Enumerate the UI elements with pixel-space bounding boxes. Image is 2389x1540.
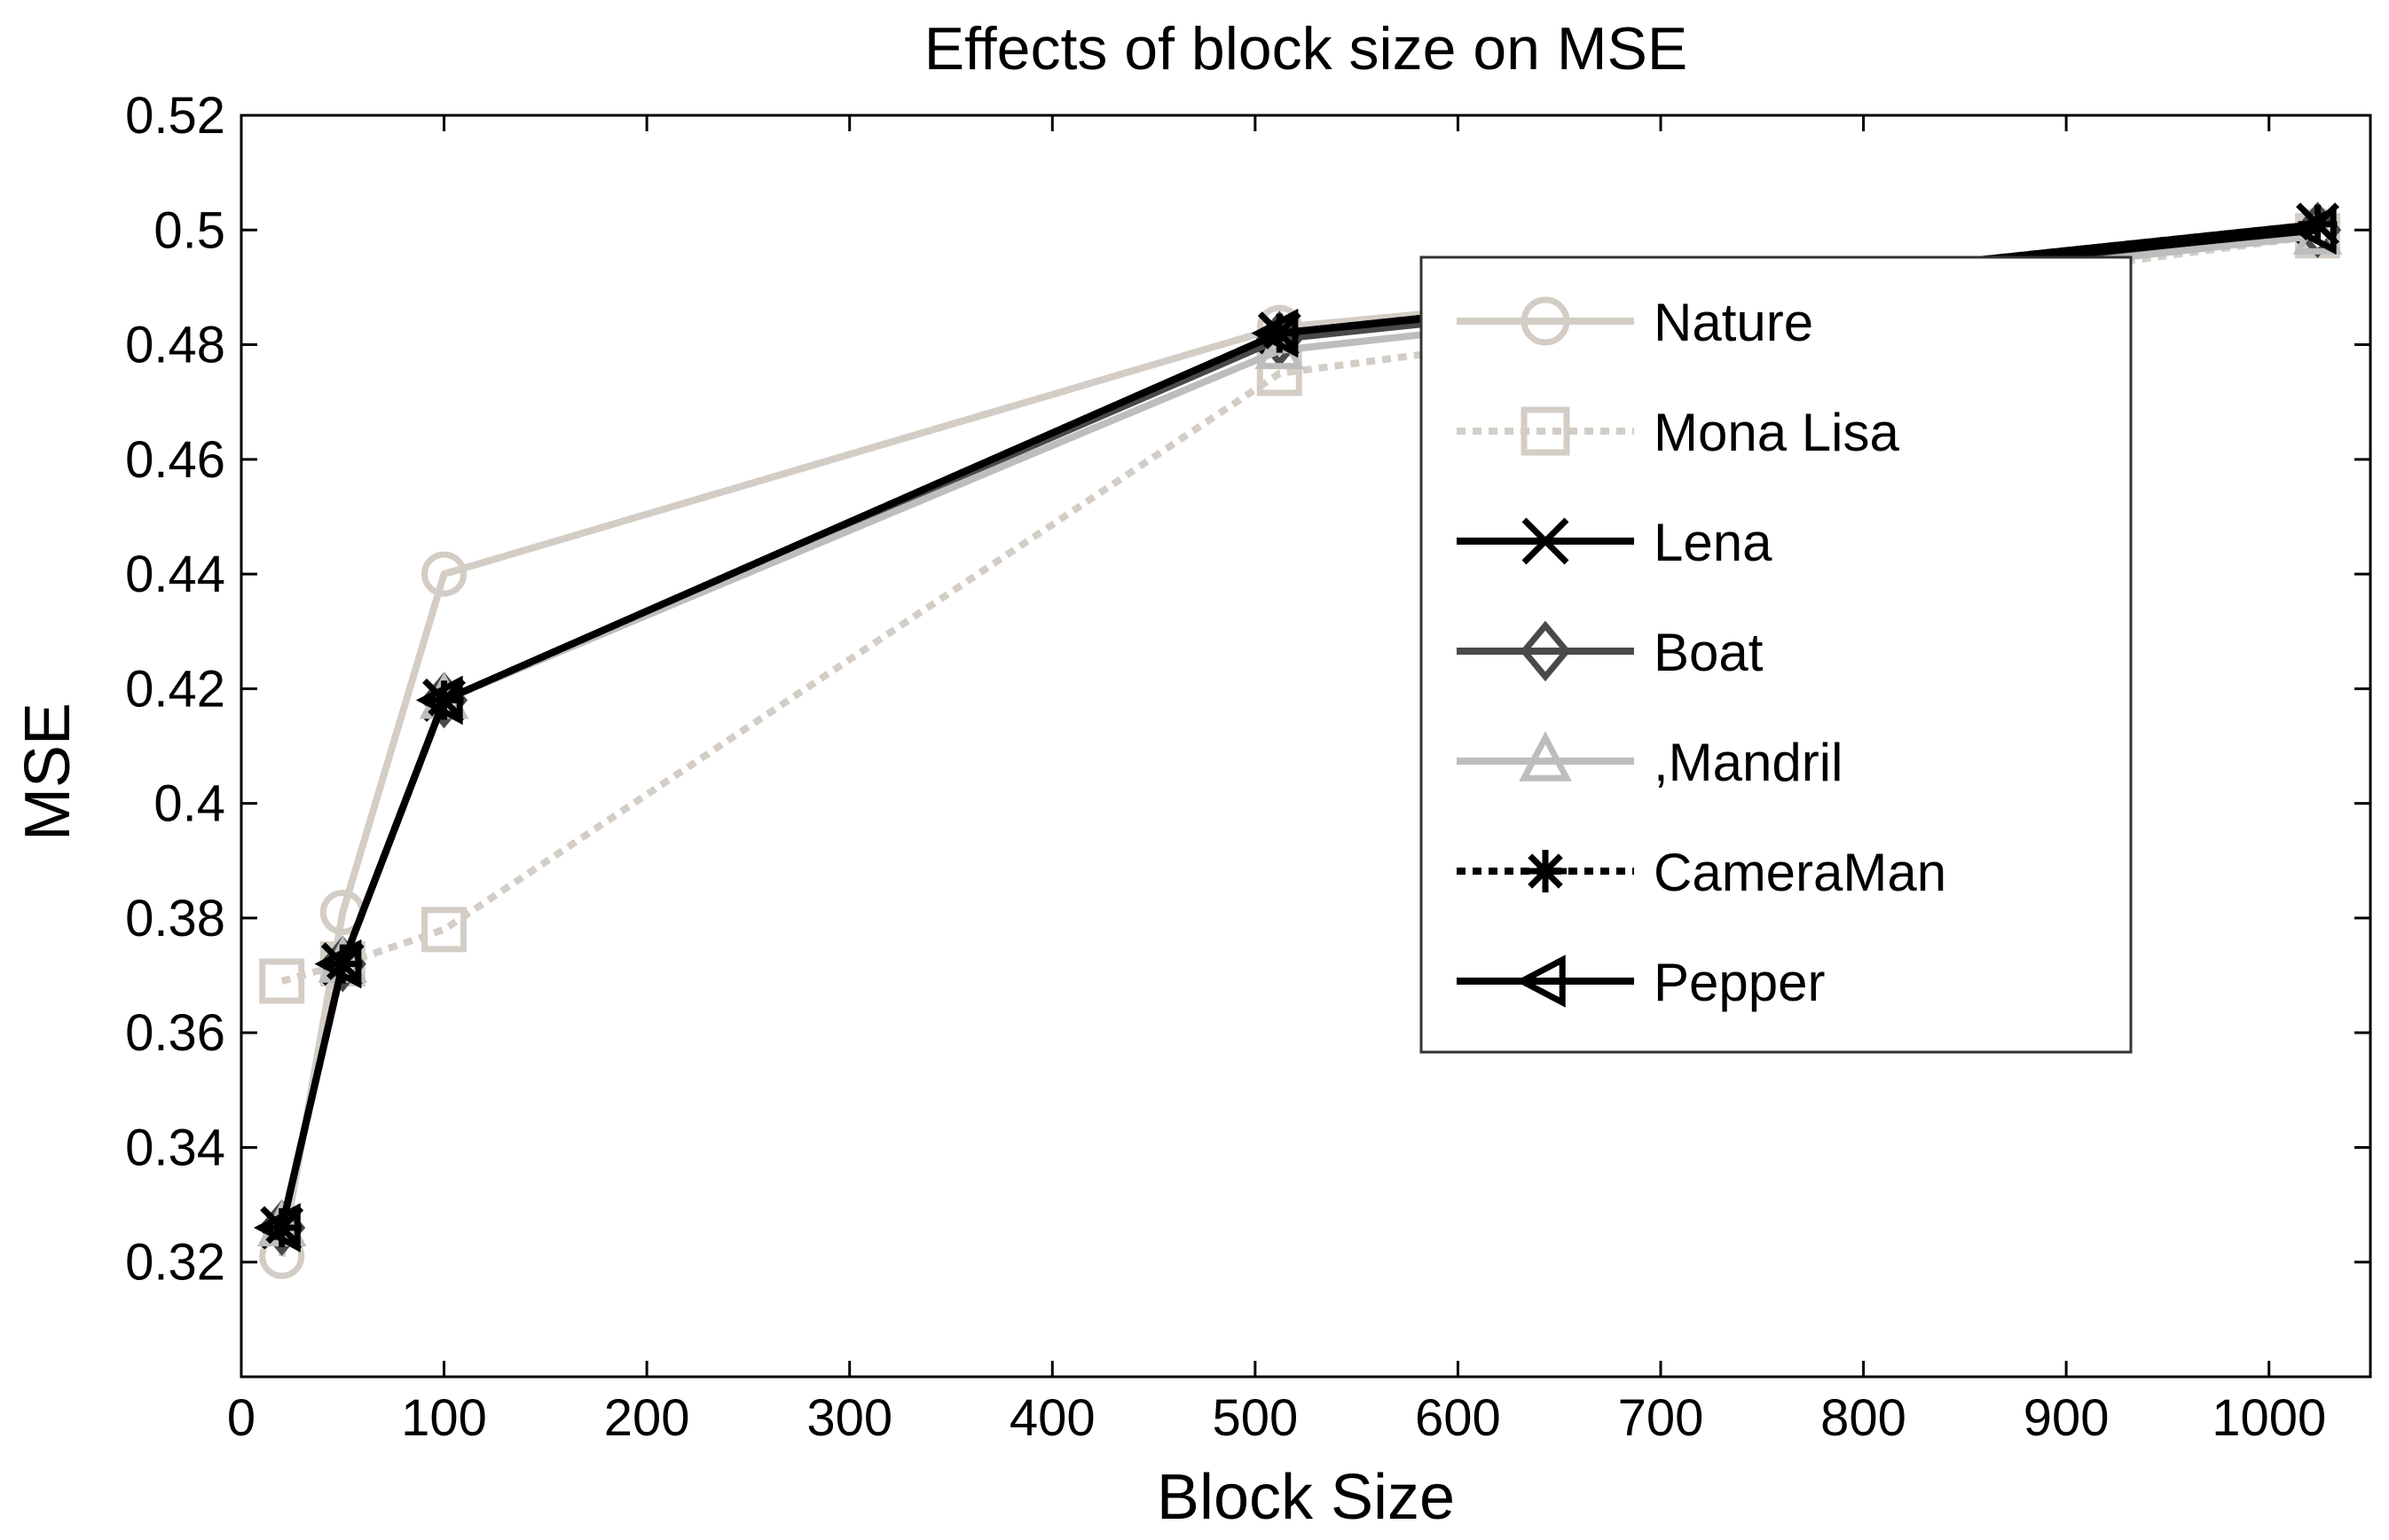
x-tick-label: 800 <box>1820 1389 1906 1447</box>
x-tick-label: 300 <box>806 1389 892 1447</box>
data-point-marker <box>314 939 362 989</box>
legend-marker <box>1519 731 1572 782</box>
data-point-marker <box>421 907 468 953</box>
x-tick-label: 0 <box>227 1389 255 1447</box>
legend-label: Nature <box>1654 293 1813 352</box>
x-tick-label: 400 <box>1010 1389 1096 1447</box>
x-tick-label: 700 <box>1618 1389 1704 1447</box>
legend-marker <box>1515 955 1566 1008</box>
axis-ticks: 0 100 200 300 400 500 600 700 800 900 1000 0.32 0.34… <box>125 87 2370 1447</box>
legend-label: CameraMan <box>1654 843 1946 902</box>
x-tick-label: 100 <box>401 1389 487 1447</box>
legend-marker <box>1521 296 1570 346</box>
y-tick-label: 0.48 <box>125 317 225 374</box>
data-point-marker <box>253 1203 301 1253</box>
legend-label: ,Mandril <box>1654 733 1843 792</box>
y-tick-label: 0.38 <box>125 890 225 947</box>
data-point-marker <box>262 1207 302 1247</box>
legend-marker <box>1524 850 1567 892</box>
x-tick-label: 200 <box>604 1389 690 1447</box>
data-point-marker <box>415 675 463 726</box>
x-tick-label: 600 <box>1415 1389 1501 1447</box>
x-tick-label: 500 <box>1212 1389 1298 1447</box>
y-tick-label: 0.4 <box>153 775 225 833</box>
data-point-marker <box>2298 204 2338 244</box>
legend-item: Nature <box>1457 293 1813 352</box>
legend-marker <box>1521 517 1569 565</box>
x-tick-label: 900 <box>2024 1389 2110 1447</box>
legend-item: Boat <box>1457 620 1764 682</box>
data-point-marker <box>1251 308 1299 358</box>
y-tick-label: 0.34 <box>125 1119 225 1176</box>
data-point-marker <box>2289 205 2337 255</box>
legend-item: Lena <box>1457 513 1772 572</box>
y-tick-label: 0.32 <box>125 1234 225 1292</box>
legend-label: Lena <box>1654 513 1772 572</box>
y-tick-label: 0.5 <box>153 201 225 259</box>
legend-item: CameraMan <box>1457 843 1946 902</box>
legend-label: Pepper <box>1654 953 1825 1012</box>
legend-marker <box>1521 406 1570 456</box>
data-point-marker <box>421 551 468 597</box>
legend-marker <box>1520 620 1571 682</box>
chart-title: Effects of block size on MSE <box>924 15 1687 82</box>
y-axis-label: MSE <box>12 703 83 841</box>
legend: Nature Mona Lisa Lena Boat ,Mandril CameraMan… <box>1419 255 2133 1054</box>
plot-frame <box>240 114 2372 1379</box>
legend-label: Mona Lisa <box>1654 403 1899 462</box>
legend-item: Mona Lisa <box>1457 403 1899 462</box>
x-tick-label: 1000 <box>2212 1389 2326 1447</box>
y-tick-label: 0.42 <box>125 660 225 718</box>
y-tick-label: 0.36 <box>125 1004 225 1062</box>
y-tick-label: 0.44 <box>125 546 225 603</box>
y-tick-label: 0.52 <box>125 87 225 145</box>
legend-item: Pepper <box>1457 953 1825 1012</box>
legend-item: ,Mandril <box>1457 731 1843 792</box>
legend-label: Boat <box>1654 623 1764 682</box>
y-tick-label: 0.46 <box>125 431 225 489</box>
x-axis-label: Block Size <box>1157 1462 1455 1533</box>
data-point-marker <box>259 958 305 1004</box>
